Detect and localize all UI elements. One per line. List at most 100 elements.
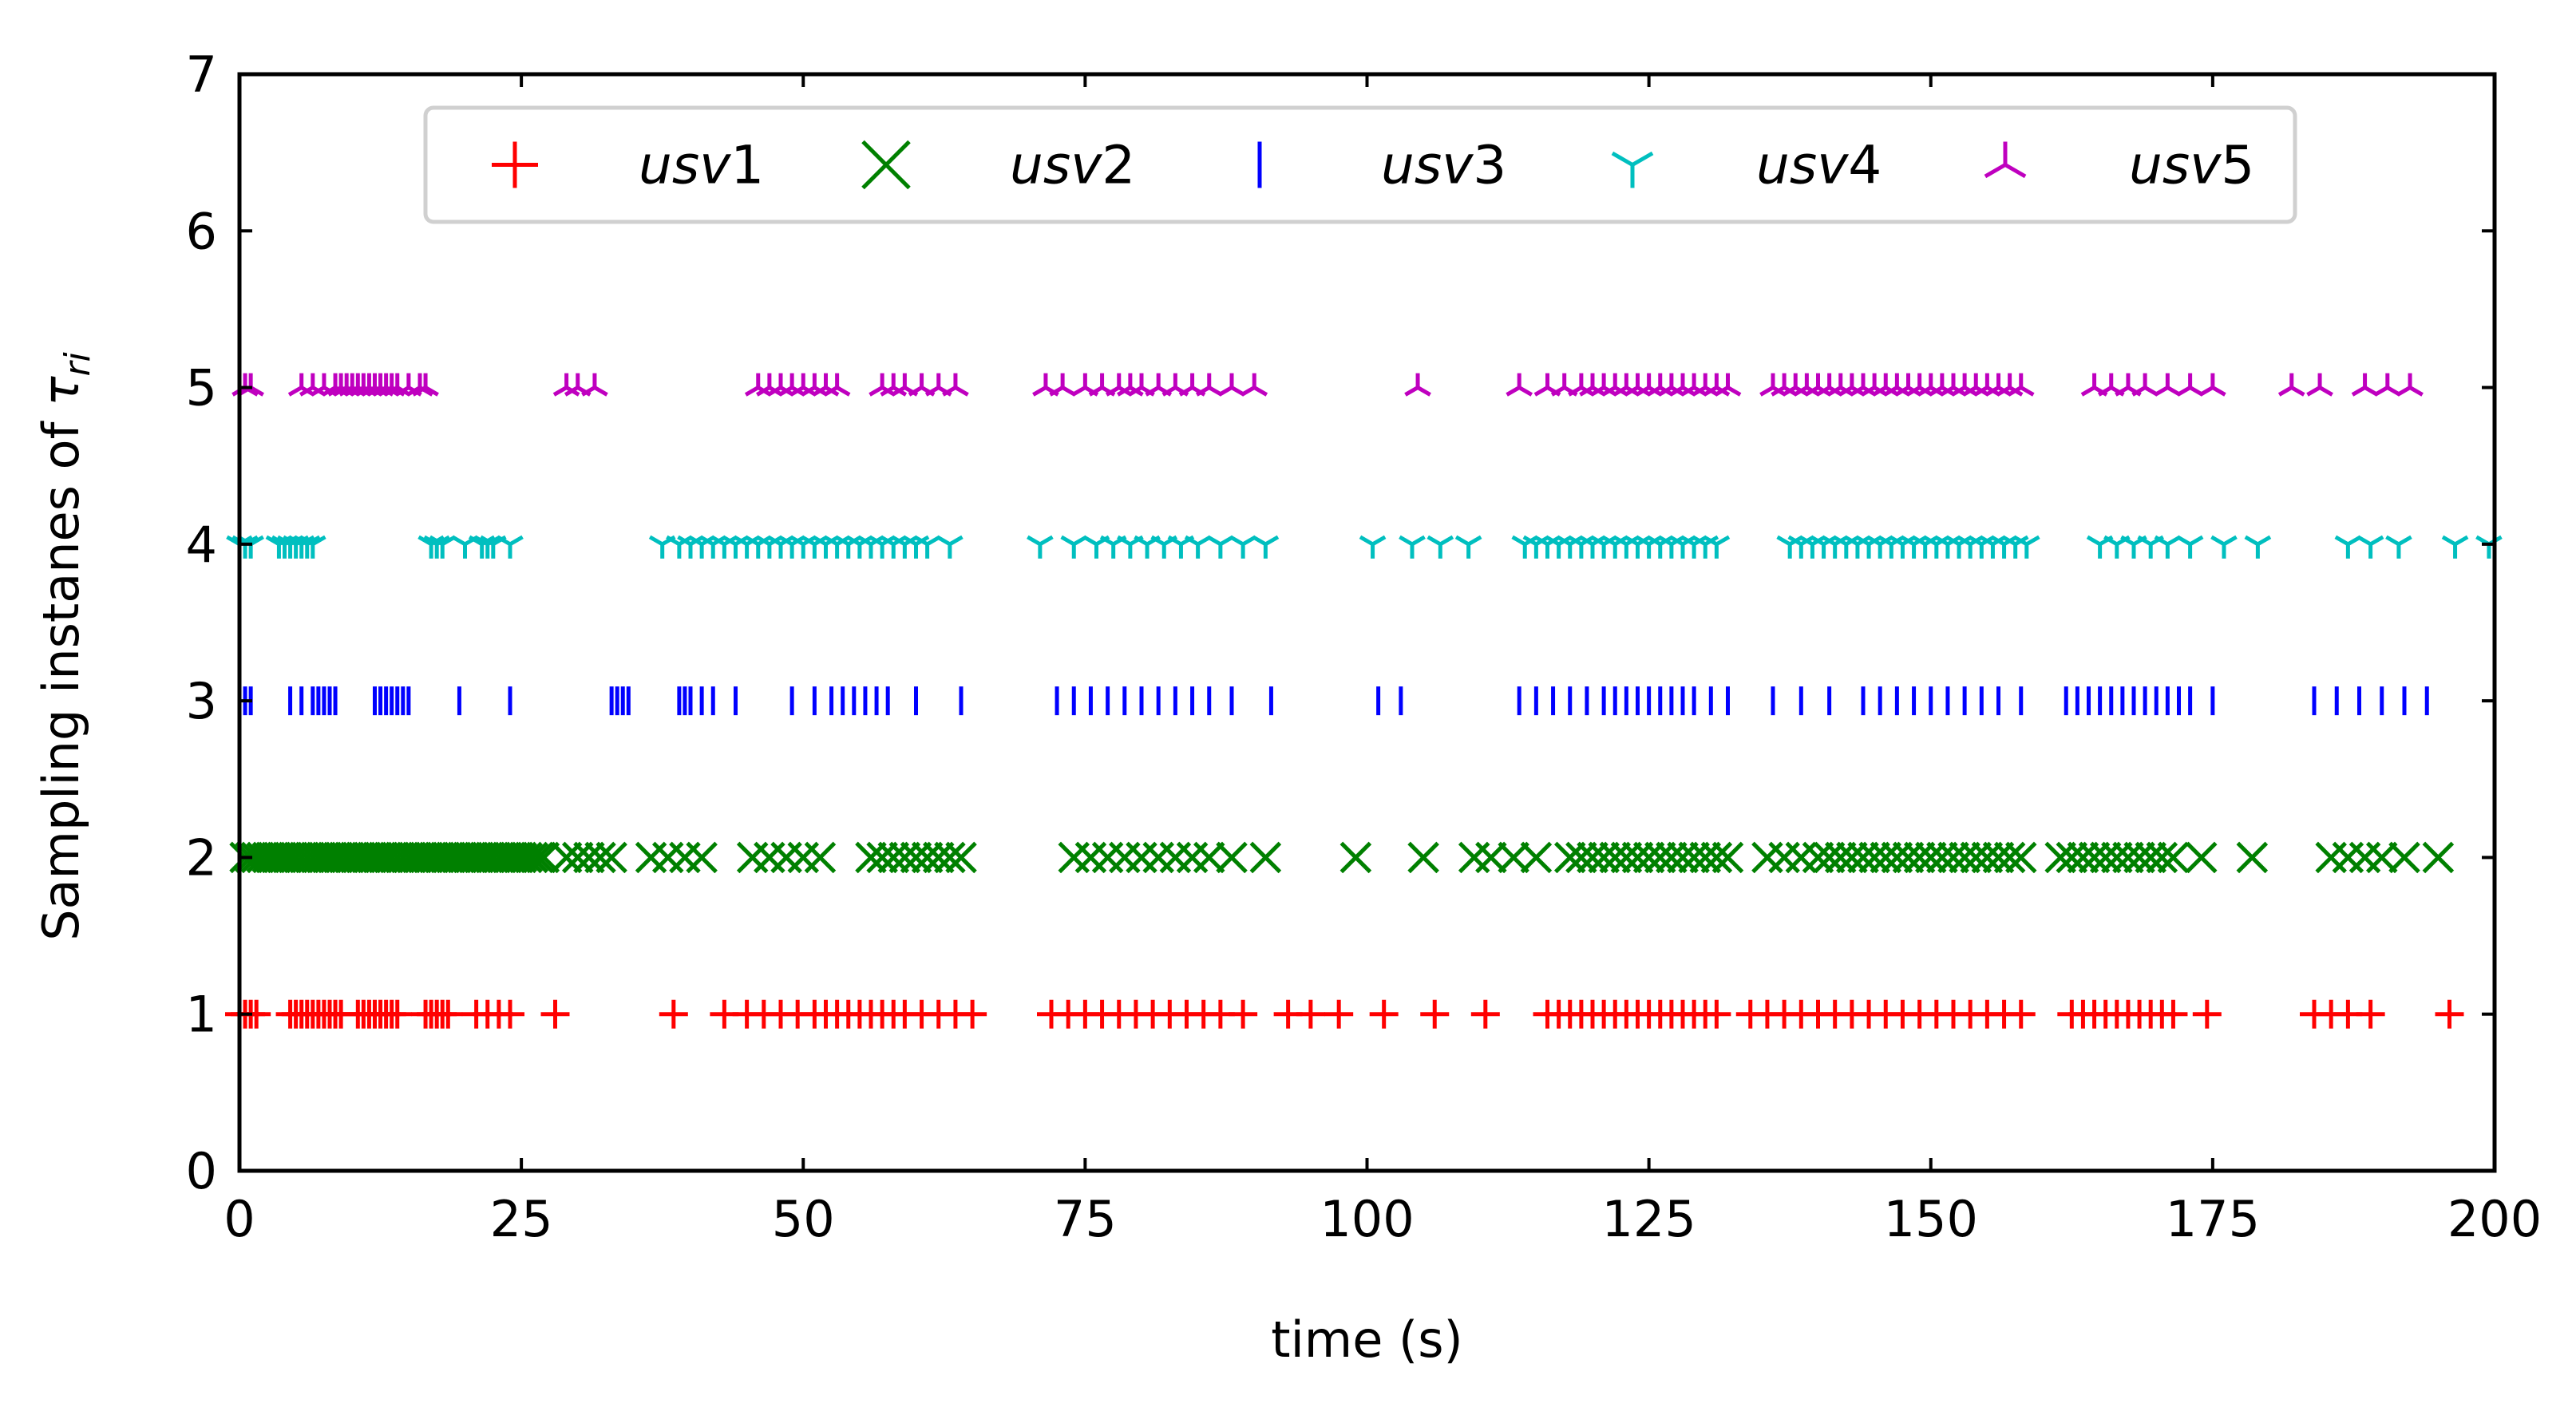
data-point-usv5	[2373, 373, 2401, 397]
data-point-usv2	[770, 841, 802, 874]
data-point-usv4	[902, 535, 930, 559]
x-tick-label: 75	[1054, 1190, 1117, 1248]
data-point-usv5	[1826, 373, 1854, 397]
data-point-usv4	[1934, 535, 1961, 559]
data-point-usv2	[1667, 841, 1699, 874]
data-point-usv5	[1962, 373, 1990, 397]
x-tick-label: 125	[1601, 1190, 1696, 1248]
data-point-usv5	[1612, 373, 1640, 397]
data-point-usv4	[2356, 535, 2384, 559]
y-axis-label: Sampling instanes of τri	[32, 351, 98, 940]
data-point-usv5	[1590, 373, 1617, 397]
data-point-usv2	[686, 841, 718, 874]
data-point-usv2	[1126, 841, 1157, 874]
data-point-usv2	[669, 841, 701, 874]
data-point-usv5	[1759, 373, 1787, 397]
data-point-usv5	[1601, 373, 1629, 397]
series-usv2	[229, 841, 2455, 874]
data-point-usv5	[1658, 373, 1685, 397]
data-point-usv2	[573, 841, 605, 874]
data-point-usv5	[2007, 373, 2035, 397]
data-point-usv2	[635, 841, 667, 874]
data-point-usv2	[1903, 841, 1936, 874]
data-point-usv4	[733, 535, 761, 559]
data-point-usv2	[2089, 841, 2122, 874]
data-point-usv2	[1565, 841, 1597, 874]
legend-label-usv3: usv3	[1381, 135, 1506, 196]
data-point-usv5	[2154, 373, 2182, 397]
y-tick-label: 1	[186, 986, 217, 1044]
data-point-usv5	[942, 373, 969, 397]
data-point-usv2	[2056, 841, 2088, 874]
data-point-usv5	[1996, 373, 2024, 397]
data-point-usv2	[754, 841, 785, 874]
data-point-usv4	[778, 535, 805, 559]
data-point-usv2	[550, 841, 583, 874]
legend-entry-usv5: usv5	[1984, 135, 2254, 196]
data-point-usv2	[2123, 841, 2155, 874]
data-point-usv5	[801, 373, 829, 397]
data-point-usv4	[2012, 535, 2040, 559]
data-point-usv5	[1579, 373, 1606, 397]
x-tick-label: 0	[224, 1190, 255, 1248]
y-tick-label: 0	[186, 1142, 217, 1200]
data-point-usv5	[1669, 373, 1696, 397]
data-point-usv2	[2365, 841, 2398, 874]
data-point-usv4	[880, 535, 908, 559]
data-point-usv5	[767, 373, 794, 397]
legend-label-usv4: usv4	[1756, 135, 1882, 196]
data-point-usv4	[1945, 535, 1973, 559]
data-point-usv2	[1785, 841, 1818, 874]
data-point-usv1	[1369, 999, 1399, 1029]
data-point-usv2	[804, 841, 837, 874]
data-point-usv4	[497, 535, 524, 559]
data-point-usv4	[1911, 535, 1939, 559]
data-point-usv4	[1680, 535, 1707, 559]
data-point-usv4	[1979, 535, 2007, 559]
y-tick-label: 5	[186, 359, 217, 417]
data-point-usv5	[2176, 373, 2204, 397]
data-point-usv5	[744, 373, 772, 397]
x-tick-label: 200	[2447, 1190, 2542, 1248]
data-point-usv4	[1426, 535, 1454, 559]
data-point-usv4	[2334, 535, 2362, 559]
data-point-usv4	[1889, 535, 1917, 559]
data-point-usv2	[1599, 841, 1632, 874]
data-point-usv2	[1339, 841, 1372, 874]
data-point-usv5	[1838, 373, 1866, 397]
data-point-usv2	[2135, 841, 2166, 874]
data-point-usv5	[756, 373, 783, 397]
data-point-usv4	[2154, 535, 2182, 559]
legend-entry-usv4: usv4	[1611, 135, 1882, 196]
data-point-usv2	[1751, 841, 1783, 874]
legend-label-usv5: usv5	[2129, 135, 2254, 196]
data-point-usv1	[2435, 999, 2464, 1029]
data-point-usv5	[1117, 373, 1144, 397]
series-usv3	[237, 686, 2429, 716]
data-point-usv1	[2159, 999, 2188, 1029]
data-point-usv2	[1971, 841, 2004, 874]
data-point-usv4	[1922, 535, 1950, 559]
data-point-usv5	[1940, 373, 1967, 397]
data-point-usv4	[801, 535, 829, 559]
data-point-usv4	[1957, 535, 1984, 559]
plot-area-frame	[237, 72, 2497, 1173]
legend-marker-usv2	[861, 140, 911, 190]
data-point-usv4	[2001, 535, 2029, 559]
data-point-usv1	[2006, 999, 2036, 1029]
y-tick-label: 7	[186, 45, 217, 104]
data-point-usv5	[1883, 373, 1911, 397]
data-point-usv2	[2185, 841, 2218, 874]
data-point-usv2	[1892, 841, 1925, 874]
data-point-usv2	[1621, 841, 1654, 874]
data-point-usv4	[1556, 535, 1584, 559]
data-point-usv2	[1870, 841, 1902, 874]
data-point-usv4	[1601, 535, 1629, 559]
data-point-usv4	[1184, 535, 1212, 559]
x-tick-label: 150	[1884, 1190, 1978, 1248]
data-point-usv1	[2356, 999, 2385, 1029]
data-point-usv4	[1821, 535, 1849, 559]
data-point-usv4	[1568, 535, 1595, 559]
data-point-usv2	[1520, 841, 1553, 874]
data-point-usv5	[778, 373, 805, 397]
